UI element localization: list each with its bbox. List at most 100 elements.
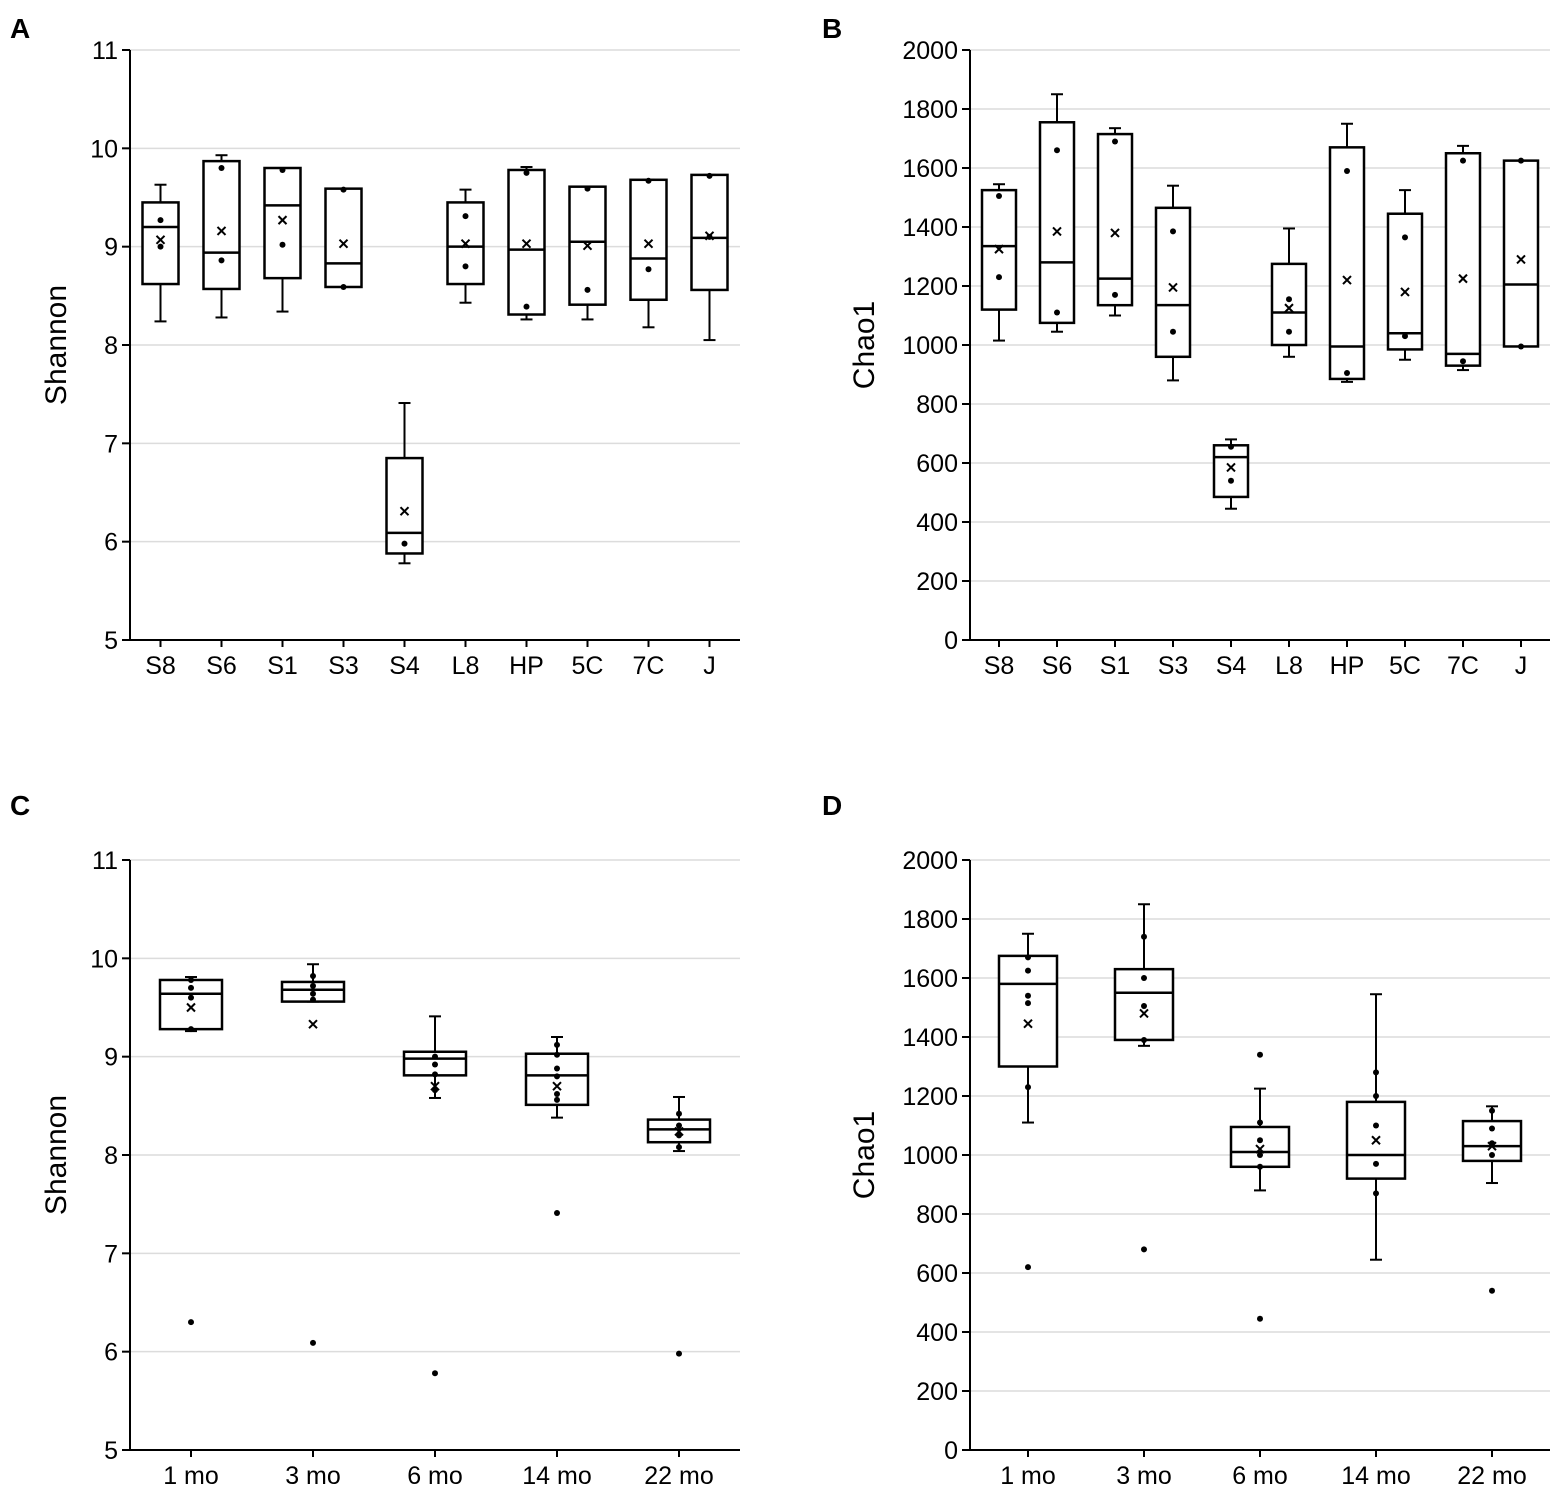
data-point	[1373, 1069, 1379, 1076]
x-tick-label: 14 mo	[1341, 1462, 1410, 1490]
panel-b: B 0 200 400 600 800 1000 1200 1400 1600 1800 2000 Ch…	[822, 13, 1550, 680]
panel-label: A	[10, 13, 30, 44]
mean-stroke	[338, 239, 349, 249]
data-point	[554, 1065, 560, 1072]
data-point	[310, 996, 316, 1003]
mean-stroke	[552, 1081, 562, 1091]
data-point	[523, 169, 530, 176]
x-tick-label: 1 mo	[163, 1462, 219, 1490]
mean-stroke	[1487, 1141, 1497, 1151]
y-tick-label: 11	[92, 37, 118, 65]
mean-marker	[460, 239, 471, 249]
y-tick-label: 10	[90, 945, 118, 973]
box-s4	[385, 402, 424, 565]
data-point	[1257, 1119, 1263, 1126]
data-point	[310, 990, 316, 997]
mean-marker	[1284, 303, 1294, 313]
mean-stroke	[186, 1002, 196, 1013]
box-body	[1212, 444, 1250, 499]
data-point	[1141, 1003, 1147, 1010]
mean-stroke	[582, 240, 593, 251]
data-point	[645, 266, 652, 273]
data-point	[1373, 1093, 1379, 1099]
data-point	[676, 1110, 682, 1117]
outlier-point	[676, 1350, 682, 1357]
data-point	[432, 1053, 438, 1060]
y-tick-label: 400	[916, 509, 958, 537]
data-point	[1257, 1137, 1263, 1144]
data-point	[279, 241, 286, 248]
data-point	[1228, 477, 1234, 484]
data-point	[676, 1122, 682, 1129]
box-body	[1328, 146, 1366, 381]
box-s1	[1096, 127, 1134, 317]
mean-marker	[186, 1002, 196, 1013]
y-tick-label: 800	[916, 1201, 958, 1229]
panel-label: B	[822, 13, 842, 44]
box-7c	[1444, 144, 1482, 372]
data-point	[584, 286, 591, 293]
data-point	[340, 186, 347, 193]
x-tick-label: L8	[452, 652, 480, 680]
y-tick-label: 1400	[902, 214, 958, 242]
box-3-mo	[280, 963, 346, 1029]
box-body	[629, 178, 668, 302]
data-point	[1344, 370, 1350, 377]
mean-marker	[552, 1081, 562, 1091]
data-point	[1518, 343, 1524, 350]
box-14-mo	[524, 1036, 590, 1119]
x-tick-label: S3	[328, 652, 359, 680]
x-tick-label: 5C	[572, 652, 604, 680]
box-6-mo	[1229, 1087, 1291, 1192]
box-hp	[507, 166, 546, 321]
x-tick-label: S6	[206, 652, 237, 680]
x-tick-label: HP	[509, 652, 544, 680]
mean-marker	[994, 244, 1004, 254]
data-point	[1141, 1036, 1147, 1043]
y-tick-label: 0	[944, 1437, 958, 1465]
x-tick-label: S6	[1042, 652, 1073, 680]
box-body	[202, 159, 241, 291]
data-point	[1025, 1084, 1031, 1091]
data-point	[1025, 992, 1031, 999]
box-s3	[1154, 184, 1192, 382]
box-s6	[202, 154, 241, 319]
x-tick-label: 1 mo	[1000, 1462, 1056, 1490]
data-point	[218, 165, 225, 171]
data-point	[554, 1051, 560, 1058]
mean-stroke	[521, 239, 532, 249]
mean-marker	[1458, 273, 1468, 284]
x-tick-label: HP	[1330, 652, 1365, 680]
x-tick-label: 7C	[633, 652, 665, 680]
box-s4	[1212, 438, 1250, 510]
y-tick-label: 6	[104, 529, 118, 557]
data-point	[1170, 228, 1176, 235]
x-tick-label: S4	[1216, 652, 1247, 680]
data-point	[1402, 333, 1408, 340]
x-tick-label: S4	[389, 652, 420, 680]
x-tick-label: L8	[1275, 652, 1303, 680]
y-tick-label: 1400	[902, 1024, 958, 1052]
mean-stroke	[704, 231, 715, 241]
data-point	[706, 172, 713, 179]
box-hp	[1328, 122, 1366, 383]
box-s8	[980, 183, 1018, 342]
y-tick-label: 0	[944, 627, 958, 655]
mean-stroke	[1342, 275, 1352, 285]
box-s3	[324, 186, 363, 290]
y-tick-label: 7	[104, 430, 118, 458]
y-tick-label: 10	[90, 135, 118, 163]
panel-label: C	[10, 790, 30, 821]
box-14-mo	[1345, 993, 1407, 1261]
data-point	[401, 540, 408, 547]
box-body	[324, 187, 363, 289]
data-point	[1141, 933, 1147, 940]
mean-marker	[430, 1081, 440, 1091]
data-point	[157, 217, 164, 224]
box-3-mo	[1113, 903, 1175, 1047]
data-point	[188, 1026, 194, 1033]
outlier-point	[1141, 1246, 1147, 1253]
box-22-mo	[646, 1095, 712, 1153]
y-axis-title: Chao1	[848, 1111, 881, 1199]
data-point	[996, 193, 1002, 200]
